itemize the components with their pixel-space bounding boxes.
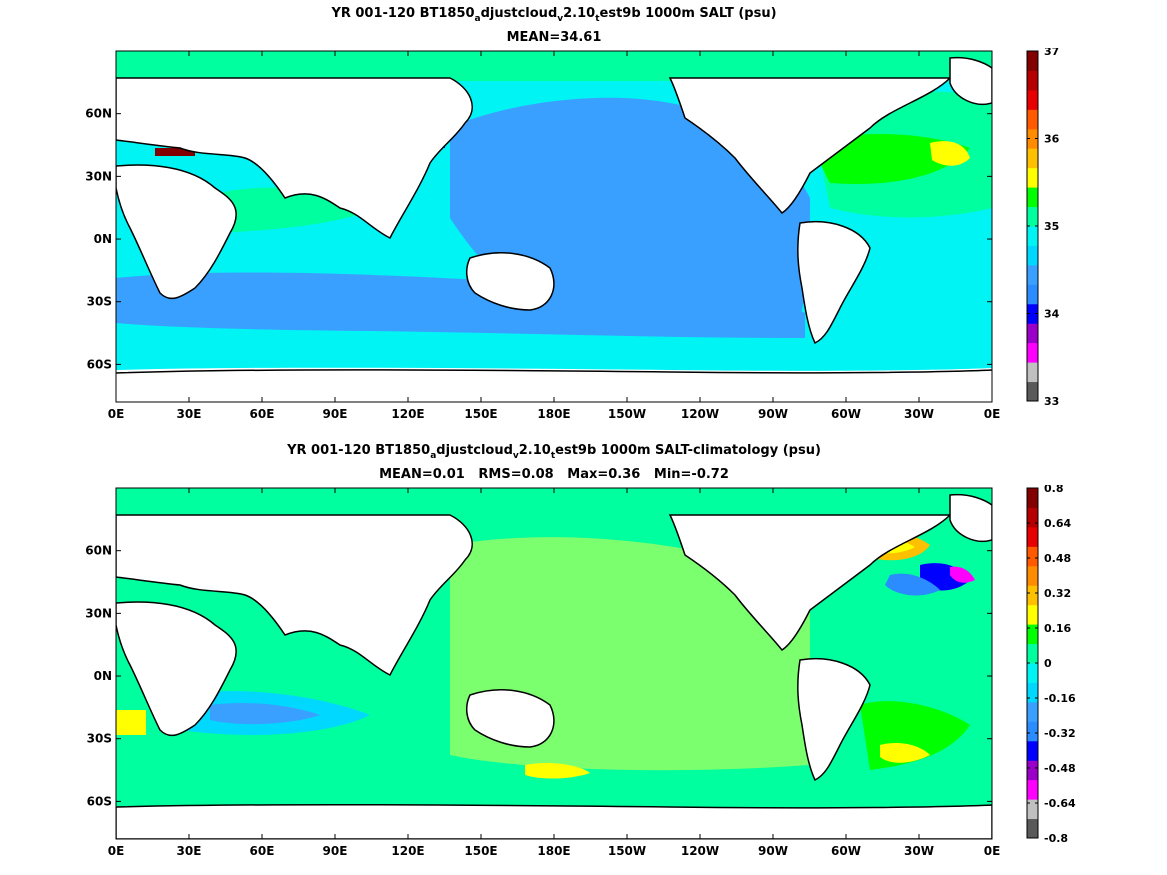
lat-tick-label: 0N (94, 232, 112, 246)
lon-tick-label: 60W (831, 844, 861, 858)
lon-tick-label: 30E (177, 407, 202, 421)
colorbar-tick-label: 0 (1044, 657, 1052, 670)
colorbar-swatch (1027, 323, 1038, 344)
lat-tick-label: 0N (94, 669, 112, 683)
colorbar-swatch (1027, 89, 1038, 110)
lat-tick-label: 30S (87, 732, 112, 746)
salinity-anomaly-map: 0E 30E 60E 90E 120E 150E 180E 150W 120W 90W 60W 30W… (85, 487, 1001, 858)
lon-tick-label: 0E (108, 844, 125, 858)
lon-tick-label: 120E (391, 407, 424, 421)
map-title-1: YR 001-120 BT1850adjustcloudv2.10test9b … (331, 6, 777, 24)
lon-tick-label: 150W (608, 844, 646, 858)
colorbar-tick-label: 33 (1044, 395, 1059, 408)
colorbar-tick-label: 37 (1044, 48, 1059, 58)
lon-tick-label: 60E (250, 844, 275, 858)
colorbar-swatch (1027, 546, 1038, 567)
colorbar-swatch (1027, 604, 1038, 625)
colorbar-swatch (1027, 284, 1038, 305)
colorbar-swatch (1027, 682, 1038, 703)
lat-tick-label: 60N (85, 107, 112, 121)
colorbar-swatch (1027, 70, 1038, 91)
lon-tick-label: 120E (391, 844, 424, 858)
colorbar-tick-label: -0.16 (1044, 692, 1076, 705)
lon-tick-label: 180E (537, 407, 570, 421)
colorbar-swatch (1027, 488, 1038, 508)
colorbar-swatch (1027, 187, 1038, 208)
lon-tick-label: 30W (904, 844, 934, 858)
colorbar-swatch (1027, 643, 1038, 664)
colorbar-swatch (1027, 818, 1038, 839)
lon-tick-label: 180E (537, 844, 570, 858)
map-title-2: YR 001-120 BT1850adjustcloudv2.10test9b … (287, 443, 821, 461)
lat-tick-label: 30N (85, 606, 112, 620)
colorbar-swatch (1027, 109, 1038, 130)
lon-tick-label: 90E (323, 844, 348, 858)
colorbar-swatch (1027, 721, 1038, 742)
colorbar-swatch (1027, 507, 1038, 528)
lon-tick-label: 90W (758, 407, 788, 421)
colorbar-swatch (1027, 624, 1038, 645)
lon-tick-label: 90W (758, 844, 788, 858)
colorbar-swatch (1027, 663, 1038, 683)
colorbar-tick-label: 34 (1044, 308, 1060, 321)
salinity-map: 0E 30E 60E 90E 120E 150E 180E 150W 120W 90W 60W 30W… (85, 50, 1001, 421)
lon-tick-label: 60E (250, 407, 275, 421)
lat-tick-label: 60N (85, 544, 112, 558)
colorbar-swatch (1027, 799, 1038, 820)
colorbar-tick-label: 36 (1044, 133, 1060, 146)
lon-tick-label: 120W (681, 844, 719, 858)
map-stats-2: MEAN=0.01 RMS=0.08 Max=0.36 Min=-0.72 (379, 467, 729, 482)
lat-tick-label: 60S (87, 794, 112, 808)
lon-tick-label: 150E (464, 407, 497, 421)
colorbar-swatch (1027, 264, 1038, 285)
colorbar-swatch (1027, 565, 1038, 586)
lat-tick-label: 60S (87, 357, 112, 371)
colorbar-tick-label: 0.16 (1044, 622, 1071, 635)
colorbar-swatch (1027, 760, 1038, 781)
colorbar-swatch (1027, 701, 1038, 722)
lon-tick-label: 0E (108, 407, 125, 421)
colorbar-tick-label: -0.64 (1044, 797, 1076, 810)
lon-tick-label: 0E (984, 844, 1001, 858)
colorbar-swatch (1027, 779, 1038, 800)
colorbar-tick-label: 0.32 (1044, 587, 1071, 600)
lat-tick-label: 30N (85, 169, 112, 183)
colorbar-tick-label: 0.48 (1044, 552, 1071, 565)
colorbar-swatch (1027, 740, 1038, 761)
colorbar-salinity: 37 36 35 34 33 (1026, 48, 1060, 408)
colorbar-anomaly: 0.8 0.64 0.48 0.32 0.16 0 -0.16 -0.32 -0.48 -0.64… (1026, 485, 1076, 845)
colorbar-tick-label: -0.32 (1044, 727, 1076, 740)
colorbar-swatch (1027, 148, 1038, 169)
map-stats-1: MEAN=34.61 (506, 30, 602, 45)
colorbar-tick-label: -0.8 (1044, 832, 1068, 845)
colorbar-swatch (1027, 526, 1038, 547)
lat-tick-label: 30S (87, 295, 112, 309)
colorbar-swatch (1027, 167, 1038, 188)
lon-tick-label: 30W (904, 407, 934, 421)
colorbar-tick-label: 35 (1044, 220, 1059, 233)
colorbar-swatch (1027, 362, 1038, 383)
colorbar-swatch (1027, 128, 1038, 149)
lon-tick-label: 120W (681, 407, 719, 421)
lon-tick-label: 150E (464, 844, 497, 858)
colorbar-swatch (1027, 51, 1038, 71)
colorbar-swatch (1027, 303, 1038, 324)
lon-tick-label: 150W (608, 407, 646, 421)
colorbar-swatch (1027, 206, 1038, 227)
colorbar-swatch (1027, 226, 1038, 246)
colorbar-swatch (1027, 381, 1038, 402)
colorbar-swatch (1027, 245, 1038, 266)
colorbar-tick-label: -0.48 (1044, 762, 1076, 775)
colorbar-tick-label: 0.64 (1044, 517, 1071, 530)
lon-tick-label: 30E (177, 844, 202, 858)
colorbar-swatch (1027, 342, 1038, 363)
colorbar-tick-label: 0.8 (1044, 485, 1064, 495)
lon-tick-label: 90E (323, 407, 348, 421)
lon-tick-label: 60W (831, 407, 861, 421)
colorbar-swatch (1027, 585, 1038, 606)
lon-tick-label: 0E (984, 407, 1001, 421)
